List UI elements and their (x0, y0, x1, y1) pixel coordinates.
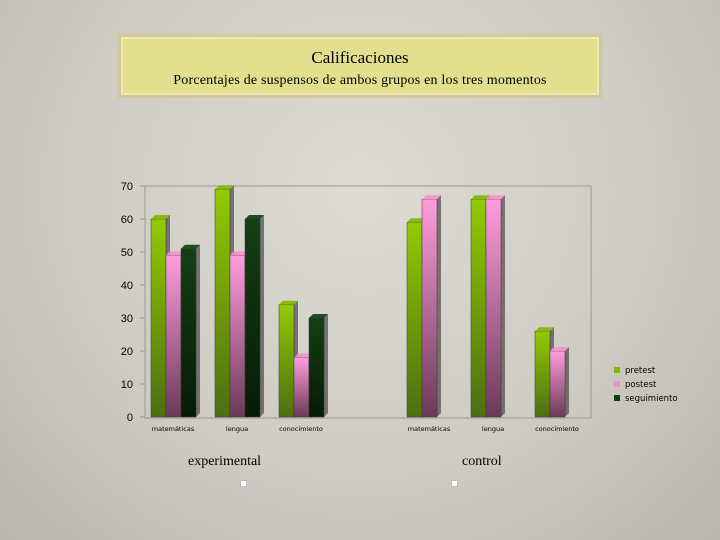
legend-swatch-pretest (614, 367, 620, 373)
chart-title-box: Calificaciones Porcentajes de suspensos … (118, 34, 602, 98)
x-tick-label: matemáticas (152, 425, 195, 433)
bar-seguimiento-0 (180, 244, 200, 418)
legend-label-postest: postest (625, 380, 657, 390)
y-tick-label: 20 (121, 346, 133, 358)
y-tick-label: 50 (121, 247, 133, 259)
y-tick-label: 0 (127, 412, 133, 424)
bar-seguimiento-1 (244, 215, 264, 418)
bullet-marker (451, 480, 458, 487)
chart-subtitle: Porcentajes de suspensos de ambos grupos… (173, 73, 547, 88)
bars (150, 185, 569, 418)
chart-title: Calificaciones (311, 48, 409, 67)
y-tick-label: 10 (121, 379, 133, 391)
x-tick-label: conocimiento (535, 425, 579, 433)
plot-area (144, 185, 592, 419)
y-tick-label: 40 (121, 280, 133, 292)
legend: pretest postest seguimiento (614, 366, 678, 404)
y-tick-label: 30 (121, 313, 133, 325)
x-tick-label: lengua (482, 425, 504, 433)
bar-seguimiento-2 (308, 314, 328, 418)
legend-label-seguimiento: seguimiento (625, 394, 678, 404)
legend-label-pretest: pretest (625, 366, 656, 376)
bar-postest-5 (549, 347, 569, 418)
x-tick-label: matemáticas (408, 425, 451, 433)
y-axis: 0 10 20 30 40 50 60 70 (121, 181, 145, 424)
bar-postest-4 (485, 195, 505, 418)
group-label-experimental: experimental (188, 454, 262, 469)
bar-postest-3 (421, 195, 441, 418)
legend-swatch-postest (614, 381, 620, 387)
bullet-marker (240, 480, 247, 487)
legend-swatch-seguimiento (614, 395, 620, 401)
x-tick-label: lengua (226, 425, 248, 433)
x-axis-labels: matemáticas lengua conocimiento matemáticas… (152, 425, 579, 433)
y-tick-label: 60 (121, 214, 133, 226)
group-label-control: control (462, 454, 502, 469)
x-tick-label: conocimiento (279, 425, 323, 433)
y-tick-label: 70 (121, 181, 133, 193)
